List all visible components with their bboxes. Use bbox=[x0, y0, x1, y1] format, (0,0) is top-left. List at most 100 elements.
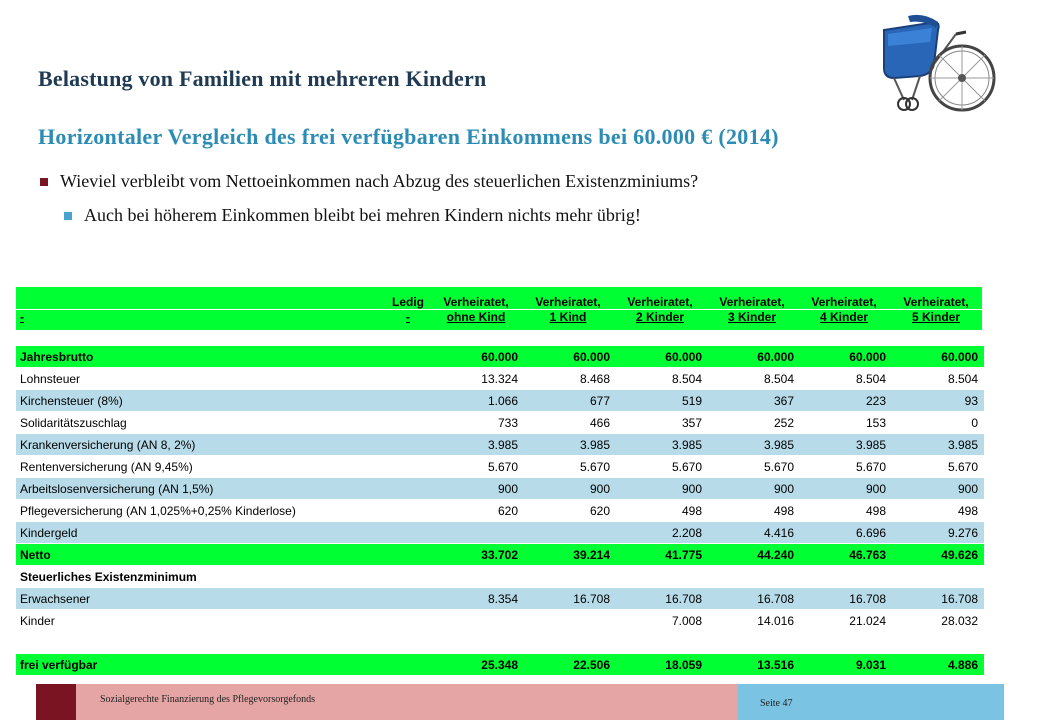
value-cell: 35.040 bbox=[982, 609, 984, 632]
row-label: Netto bbox=[16, 543, 386, 566]
table-row: Steuerliches Existenzminimum bbox=[16, 565, 984, 588]
row-label: Krankenversicherung (AN 8, 2%) bbox=[16, 433, 386, 456]
value-cell: 41.775 bbox=[614, 543, 706, 566]
value-cell: 8.504 bbox=[890, 367, 982, 390]
value-cell: 620 bbox=[522, 499, 614, 522]
row-label: Kinder bbox=[16, 609, 386, 632]
value-cell: 5.670 bbox=[386, 455, 522, 478]
value-cell: 60.000 bbox=[614, 345, 706, 368]
value-cell: 519 bbox=[614, 389, 706, 412]
value-cell: 0 bbox=[890, 411, 982, 434]
value-cell: 498 bbox=[982, 499, 984, 522]
value-cell: 900 bbox=[386, 477, 522, 500]
value-cell: 3.985 bbox=[614, 433, 706, 456]
value-cell: 466 bbox=[522, 411, 614, 434]
value-cell: 60.000 bbox=[706, 345, 798, 368]
value-cell: 900 bbox=[982, 477, 984, 500]
value-cell: 18.059 bbox=[614, 653, 706, 676]
value-cell: 3.985 bbox=[982, 433, 984, 456]
value-cell bbox=[522, 631, 614, 654]
row-label: Erwachsener bbox=[16, 587, 386, 610]
page-number: Seite 47 bbox=[738, 684, 1004, 720]
value-cell: 52.299 bbox=[982, 543, 984, 566]
table-row bbox=[16, 631, 984, 654]
value-cell: 33.702 bbox=[386, 543, 522, 566]
value-cell: 6.696 bbox=[798, 521, 890, 544]
value-cell bbox=[798, 565, 890, 588]
value-cell: 8.354 bbox=[386, 587, 522, 610]
value-cell: 25.348 bbox=[386, 653, 522, 676]
value-cell: 5.670 bbox=[614, 455, 706, 478]
row-label: Kindergeld bbox=[16, 521, 386, 544]
value-cell bbox=[522, 565, 614, 588]
header-cell: Verheiratet, bbox=[706, 287, 798, 310]
header-cell: 3 Kinder bbox=[706, 309, 798, 331]
value-cell: 2.208 bbox=[614, 521, 706, 544]
value-cell: 498 bbox=[798, 499, 890, 522]
value-cell: 9.031 bbox=[798, 653, 890, 676]
footer-title: Sozialgerechte Finanzierung des Pflegevo… bbox=[76, 684, 738, 720]
value-cell: 357 bbox=[614, 411, 706, 434]
value-cell: 44.240 bbox=[706, 543, 798, 566]
table-row: Kirchensteuer (8%)1.066677519367223930 bbox=[16, 389, 984, 412]
value-cell: 3.985 bbox=[386, 433, 522, 456]
value-cell: 5.670 bbox=[798, 455, 890, 478]
value-cell: 39.214 bbox=[522, 543, 614, 566]
header-cell bbox=[16, 287, 386, 310]
header-cell: Verheiratet, bbox=[890, 287, 982, 310]
value-cell: 4.886 bbox=[890, 653, 982, 676]
row-label: frei verfügbar bbox=[16, 653, 386, 676]
value-cell: 46.763 bbox=[798, 543, 890, 566]
row-label: Pflegeversicherung (AN 1,025%+0,25% Kind… bbox=[16, 499, 386, 522]
value-cell: 13.516 bbox=[706, 653, 798, 676]
table-row: Lohnsteuer 13.324 8.468 8.504 8.504 8.504 8.50… bbox=[16, 367, 984, 390]
table-row: Netto 33.702 39.214 41.775 44.240 46.763 49.62… bbox=[16, 543, 984, 566]
value-cell: 8.504 bbox=[798, 367, 890, 390]
table-row: Rentenversicherung (AN 9,45%) 5.670 5.670 5… bbox=[16, 455, 984, 478]
bullet-level2-text: Auch bei höherem Einkommen bleibt bei me… bbox=[84, 205, 641, 225]
row-label bbox=[16, 631, 386, 654]
header-cell: ohne Kind bbox=[430, 309, 522, 331]
value-cell: 60.000 bbox=[386, 345, 522, 368]
value-cell bbox=[982, 565, 984, 588]
value-cell: 22.506 bbox=[522, 653, 614, 676]
footer-bar: Sozialgerechte Finanzierung des Pflegevo… bbox=[36, 684, 1004, 720]
value-cell: 5.670 bbox=[522, 455, 614, 478]
value-cell bbox=[386, 631, 522, 654]
value-cell: 28.032 bbox=[890, 609, 982, 632]
value-cell: 16.708 bbox=[890, 587, 982, 610]
bullet-level1-text: Wieviel verbleibt vom Nettoeinkommen nac… bbox=[60, 171, 699, 191]
value-cell: 900 bbox=[890, 477, 982, 500]
value-cell: 13.324 bbox=[386, 367, 522, 390]
table-header-row: - - ohne Kind 1 Kind 2 Kinder 3 Kinder 4… bbox=[16, 309, 984, 331]
spacer-row bbox=[16, 330, 984, 346]
value-cell: 1.066 bbox=[386, 389, 522, 412]
value-cell: 620 bbox=[386, 499, 522, 522]
value-cell: 11.856 bbox=[982, 521, 984, 544]
stroller-wheelchair-icon bbox=[883, 14, 996, 112]
value-cell: 252 bbox=[706, 411, 798, 434]
header-cell: Verheiratet, bbox=[522, 287, 614, 310]
value-cell: 8.504 bbox=[614, 367, 706, 390]
value-cell: 3.985 bbox=[798, 433, 890, 456]
value-cell bbox=[706, 631, 798, 654]
value-cell: 733 bbox=[386, 411, 522, 434]
value-cell: 60.000 bbox=[522, 345, 614, 368]
row-label: Lohnsteuer bbox=[16, 367, 386, 390]
value-cell: 677 bbox=[522, 389, 614, 412]
value-cell bbox=[982, 631, 984, 654]
header-cell: 2 Kinder bbox=[614, 309, 706, 331]
header-cell: - bbox=[386, 309, 430, 331]
value-cell bbox=[706, 565, 798, 588]
header-cell: Verheiratet, bbox=[430, 287, 522, 310]
header-cell: 5 Kinder bbox=[890, 309, 982, 331]
row-label: Jahresbrutto bbox=[16, 345, 386, 368]
value-cell bbox=[386, 521, 522, 544]
table-row: Erwachsener 8.354 16.708 16.708 16.708 16.708… bbox=[16, 587, 984, 610]
row-label: Arbeitslosenversicherung (AN 1,5%) bbox=[16, 477, 386, 500]
table-row: Krankenversicherung (AN 8, 2%) 3.985 3.985… bbox=[16, 433, 984, 456]
header-cell: Ledig bbox=[386, 287, 430, 310]
value-cell bbox=[798, 631, 890, 654]
